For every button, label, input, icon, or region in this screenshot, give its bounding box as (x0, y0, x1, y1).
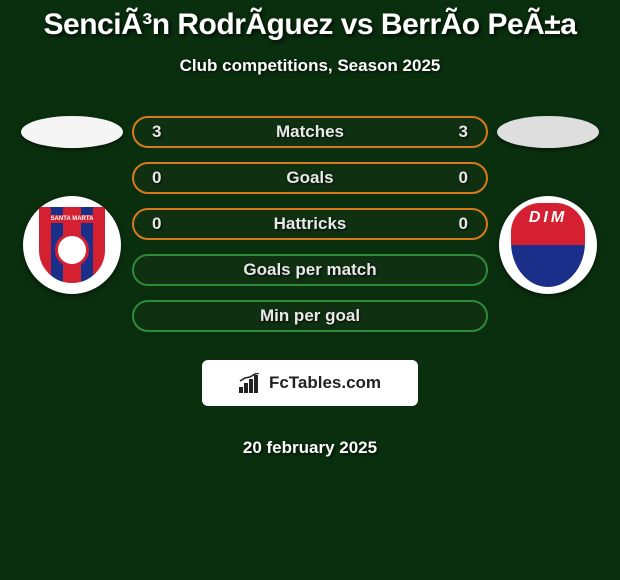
page-title: SenciÃ³n RodrÃ­guez vs BerrÃ­o PeÃ±a (0, 0, 620, 42)
stats-center-column: 3 Matches 3 0 Goals 0 0 Hattricks 0 Goal… (132, 116, 488, 458)
stat-hattricks-label: Hattricks (274, 214, 347, 234)
stat-goals-right: 0 (448, 168, 468, 188)
right-club-letters: DIM (509, 209, 587, 227)
right-club-badge: DIM (499, 196, 597, 294)
stat-matches-left: 3 (152, 122, 172, 142)
stat-row-goals-per-match: Goals per match (132, 254, 488, 286)
stat-gpm-label: Goals per match (243, 260, 376, 280)
stat-mpg-label: Min per goal (260, 306, 360, 326)
stat-goals-label: Goals (286, 168, 333, 188)
stat-row-hattricks: 0 Hattricks 0 (132, 208, 488, 240)
chart-bars-icon (239, 373, 263, 393)
stat-row-goals: 0 Goals 0 (132, 162, 488, 194)
attribution-text: FcTables.com (269, 373, 381, 393)
comparison-widget: SenciÃ³n RodrÃ­guez vs BerrÃ­o PeÃ±a Clu… (0, 0, 620, 580)
left-player-column: SANTA MARTA (12, 116, 132, 294)
right-club-shield-wrap: DIM (509, 201, 587, 289)
stat-row-min-per-goal: Min per goal (132, 300, 488, 332)
right-player-column: DIM (488, 116, 608, 294)
left-player-avatar-placeholder (21, 116, 123, 148)
left-club-banner: SANTA MARTA (47, 215, 98, 223)
footer-date: 20 february 2025 (132, 438, 488, 458)
left-club-shield: SANTA MARTA (37, 205, 107, 285)
stat-hattricks-left: 0 (152, 214, 172, 234)
subtitle: Club competitions, Season 2025 (0, 56, 620, 76)
right-player-avatar-placeholder (497, 116, 599, 148)
stat-hattricks-right: 0 (448, 214, 468, 234)
attribution-box[interactable]: FcTables.com (202, 360, 418, 406)
stats-area: SANTA MARTA 3 Matches 3 0 Goals 0 0 Hatt… (0, 116, 620, 458)
stat-goals-left: 0 (152, 168, 172, 188)
stat-row-matches: 3 Matches 3 (132, 116, 488, 148)
left-club-badge: SANTA MARTA (23, 196, 121, 294)
stat-matches-right: 3 (448, 122, 468, 142)
stat-matches-label: Matches (276, 122, 344, 142)
